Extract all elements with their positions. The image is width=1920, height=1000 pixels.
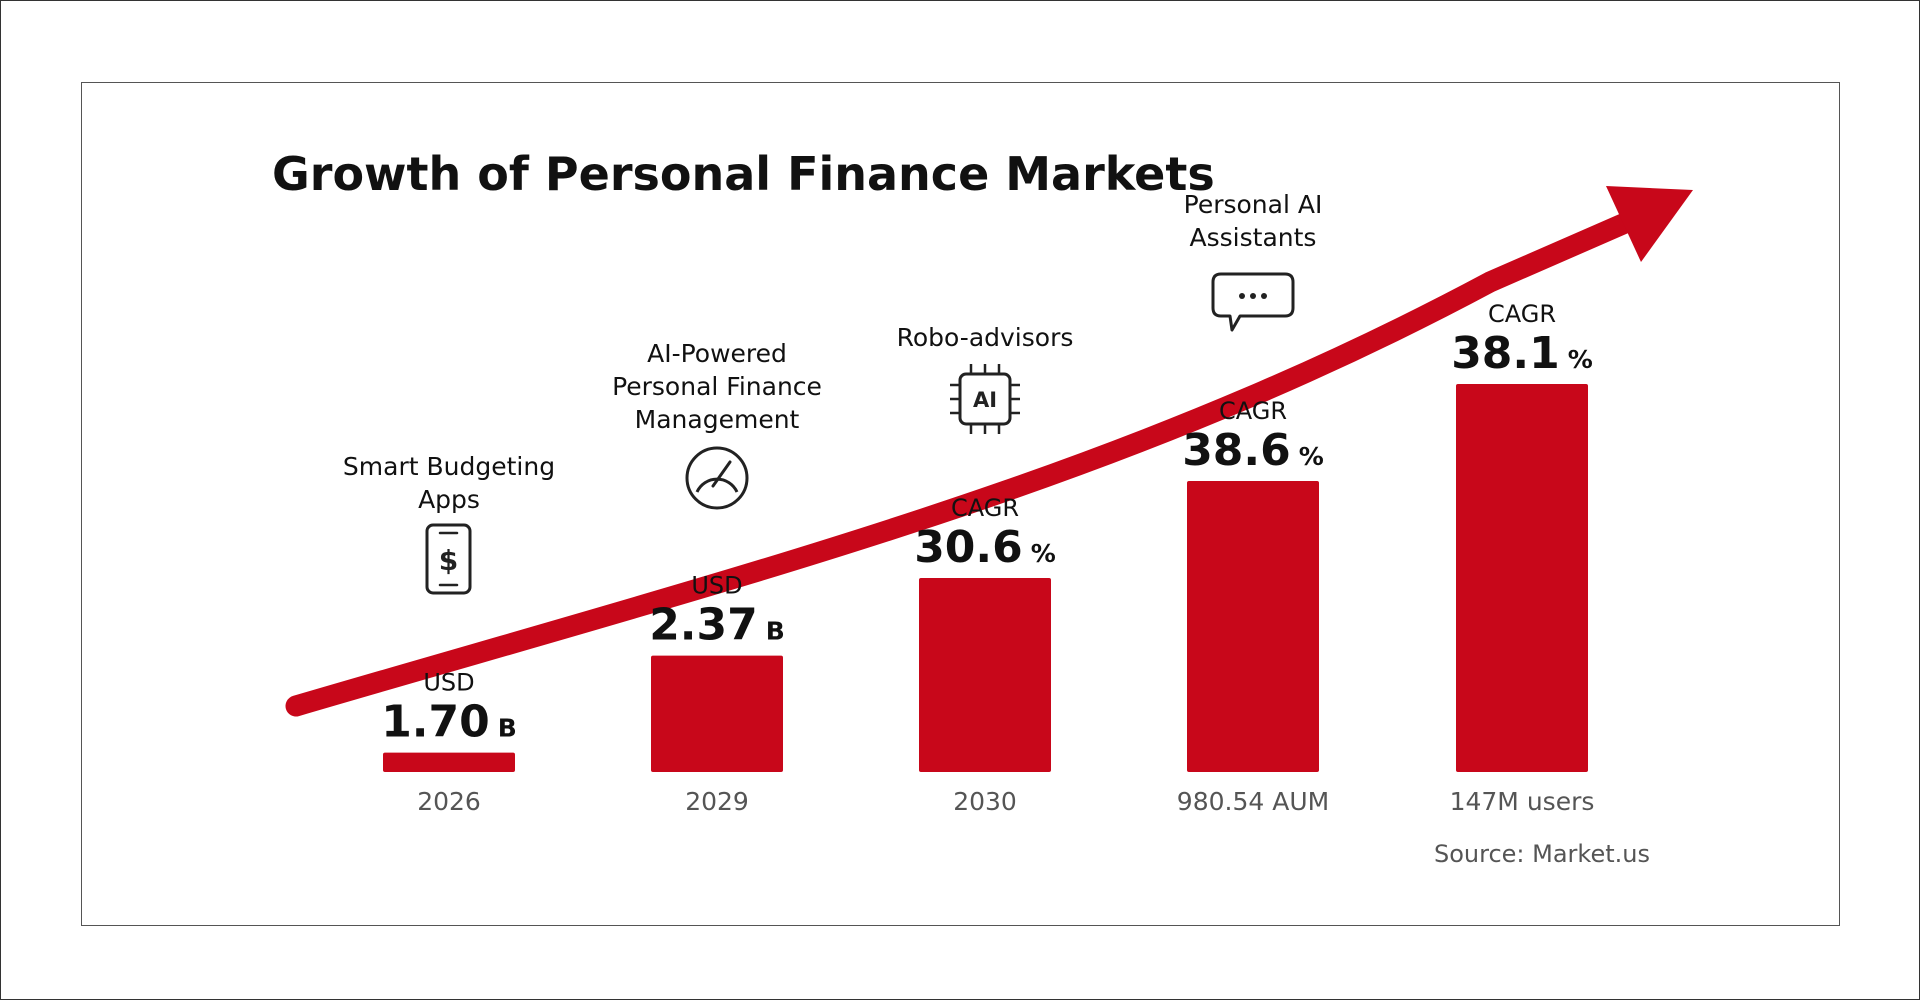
category-label-2: 2030 [953,787,1017,816]
feature-label-line: AI-Powered [647,339,787,368]
trend-arrow-shaft [285,209,1643,717]
value-prefix: CAGR [1488,300,1556,328]
icons-layer: $ AI [425,272,1295,595]
bar-0 [383,752,515,772]
value-prefix: CAGR [1219,397,1287,425]
value-number: 38.6 [1182,425,1291,476]
value-prefix: CAGR [951,494,1019,522]
svg-text:$: $ [439,544,458,577]
feature-label-line: Smart Budgeting [343,452,555,481]
feature-label-line: Assistants [1190,223,1317,252]
value-unit: % [1299,442,1324,471]
bar-2 [919,578,1051,772]
svg-text:AI: AI [973,388,997,412]
value-number: 30.6 [914,522,1023,573]
data-label: 2.37 B [649,600,785,651]
category-label-4: 147M users [1450,787,1595,816]
bars-layer [383,384,1588,772]
feature-label-line: Personal AI [1184,190,1323,219]
smartphone-dollar-icon: $ [425,523,472,595]
feature-labels-layer: Smart Budgeting Apps AI-Powered Personal Fi… [343,190,1322,514]
ai-chip-icon: AI [950,364,1020,434]
category-label-1: 2029 [685,787,749,816]
value-unit: % [1031,539,1056,568]
feature-label-2: Robo-advisors [897,323,1074,352]
value-unit: B [766,617,785,646]
value-number: 38.1 [1451,328,1560,379]
value-prefix: USD [423,669,474,697]
value-unit: % [1568,345,1593,374]
value-number: 1.70 [381,697,490,748]
source-note: Source: Market.us [1434,840,1650,868]
chart-title: Growth of Personal Finance Markets [272,147,1215,201]
data-label: 30.6% [914,522,1056,573]
data-label: 1.70 B [381,697,517,748]
trend-arrow-head [1606,186,1693,262]
feature-label-line: Personal Finance [612,372,822,401]
feature-label-1: AI-Powered Personal Finance Management [612,339,822,434]
bar-4 [1456,384,1588,772]
category-labels-layer: 2026 2029 2030 980.54 AUM 147M users [417,787,1594,816]
feature-label-line: Management [635,405,800,434]
feature-label-3: Personal AI Assistants [1184,190,1323,252]
data-label: 38.6% [1182,425,1324,476]
value-prefix: USD [691,572,742,600]
value-number: 2.37 [649,600,758,651]
category-label-3: 980.54 AUM [1177,787,1329,816]
gauge-icon [685,446,749,510]
bar-1 [651,655,783,772]
feature-label-0: Smart Budgeting Apps [343,452,555,514]
value-unit: B [498,714,517,743]
chat-bubble-icon [1211,272,1295,332]
bar-3 [1187,481,1319,772]
data-label: 38.1% [1451,328,1593,379]
feature-label-line: Robo-advisors [897,323,1074,352]
category-label-0: 2026 [417,787,481,816]
feature-label-line: Apps [418,485,480,514]
trend-arrow [285,186,1693,717]
